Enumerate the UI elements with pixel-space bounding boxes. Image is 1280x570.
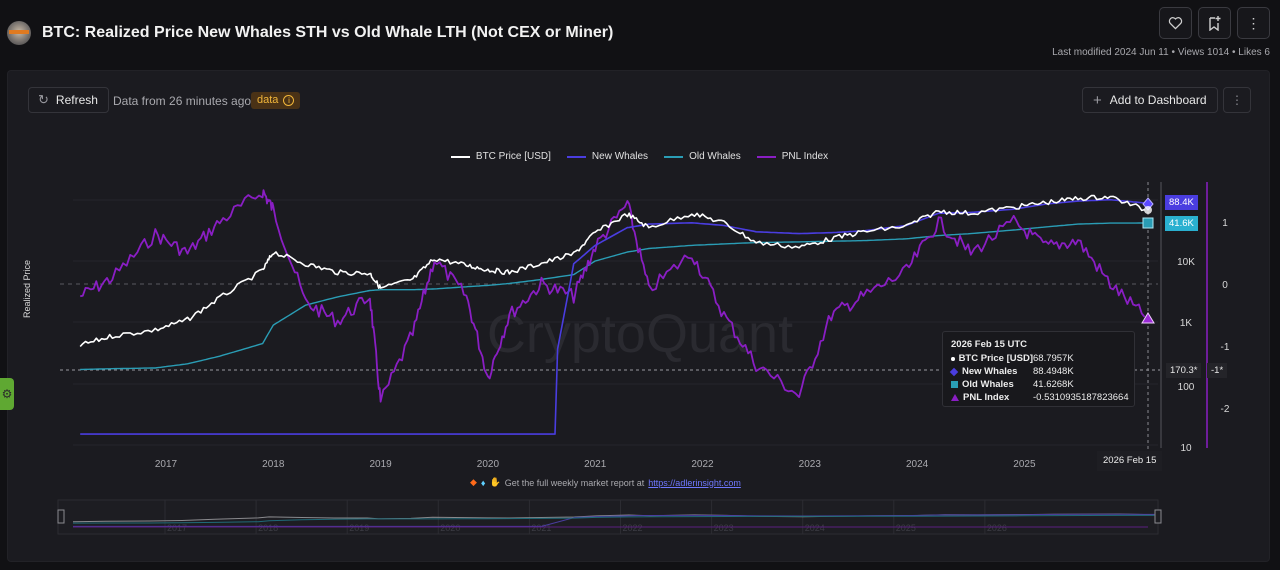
chart-panel: ↻ Refresh Data from 26 minutes ago data … [7,70,1270,562]
legend-swatch [566,155,586,158]
svg-text:2020: 2020 [440,523,460,533]
svg-text:2026: 2026 [987,523,1007,533]
legend-swatch [756,155,776,158]
crosshair-date-tag: 2026 Feb 15 [1097,451,1163,471]
legend-label: Old Whales [689,151,741,162]
svg-text:1K: 1K [1180,318,1193,329]
btc-price-usd-line [79,194,1145,348]
triangle-icon [951,394,959,401]
chart-legend: BTC Price [USD] New Whales Old Whales PN… [8,151,1271,162]
svg-text:2025: 2025 [1013,459,1036,470]
tooltip-row: BTC Price [USD] 68.7957K [951,352,1134,365]
svg-text:2017: 2017 [155,459,178,470]
svg-text:1: 1 [1222,218,1228,229]
data-badge-label: data [257,94,279,106]
svg-text:2024: 2024 [906,459,929,470]
footer-text: Get the full weekly market report at [504,477,645,488]
square-icon [951,381,958,388]
footer-link[interactable]: https://adlerinsight.com [648,477,741,488]
gem-icon: ♦ [480,477,486,488]
svg-text:10K: 10K [1177,257,1195,268]
svg-text:2017: 2017 [167,523,187,533]
svg-text:2023: 2023 [799,459,822,470]
panel-more-button[interactable]: ⋮ [1223,87,1251,113]
svg-text:2018: 2018 [262,459,285,470]
svg-text:2024: 2024 [805,523,825,533]
info-icon: i [283,95,295,106]
plus-icon: + [1093,91,1102,109]
svg-text:2022: 2022 [623,523,643,533]
range-navigator[interactable]: 2017 2018 2019 2020 2021 2022 2023 2024 2025 2026 [57,499,1162,535]
svg-text:2021: 2021 [531,523,551,533]
svg-text:-1: -1 [1221,342,1230,353]
heart-icon [1168,17,1183,30]
svg-text:2025: 2025 [896,523,916,533]
svg-text:2023: 2023 [714,523,734,533]
raised-hands-icon: ✋ [489,477,501,487]
legend-swatch [664,155,684,158]
crosshair-left-tag: 170.3* [1166,363,1202,378]
svg-text:-2: -2 [1221,404,1230,415]
bookmark-add-icon [1208,16,1220,31]
diamond-orange-icon: ◆ [470,477,477,487]
like-button[interactable] [1159,7,1192,39]
refresh-label: Refresh [55,93,98,107]
legend-item-btc-price[interactable]: BTC Price [USD] [450,151,551,162]
footer-note: ◆ ♦ ✋ Get the full weekly market report … [470,477,741,488]
add-to-dashboard-button[interactable]: + Add to Dashboard [1082,87,1218,113]
svg-text:2022: 2022 [691,459,714,470]
old-whales-marker [1142,217,1154,229]
old-whalesline [80,222,1145,371]
data-freshness: Data from 26 minutes ago [113,94,252,108]
crosshair-right-tag: -1* [1207,363,1228,378]
diamond-icon [949,367,959,376]
page-meta: Last modified 2024 Jun 11 • Views 1014 •… [1052,47,1270,58]
refresh-icon: ↻ [38,92,49,107]
navigator-right-handle[interactable] [1154,509,1162,524]
pnl-index-marker [1141,312,1155,324]
legend-label: BTC Price [USD] [475,151,551,162]
svg-text:10: 10 [1180,443,1192,454]
author-avatar[interactable] [7,21,31,45]
pnl-indexline [79,189,1146,403]
svg-text:2021: 2021 [584,459,607,470]
btc-price-marker [1144,206,1152,214]
svg-text:0: 0 [1222,280,1228,291]
new-whales-value-tag: 88.4K [1165,195,1198,210]
watermark: CryptoQuant [487,304,793,364]
svg-text:100: 100 [1178,382,1195,393]
tooltip-row: New Whales 88.4948K [949,365,1134,378]
more-vertical-icon: ⋮ [1246,15,1261,31]
legend-item-pnl-index[interactable]: PNL Index [756,151,829,162]
settings-tab[interactable]: ⚙ [0,378,14,410]
svg-text:2019: 2019 [369,459,392,470]
new-whalesline [80,198,1145,435]
more-vertical-icon: ⋮ [1231,93,1243,107]
gear-icon: ⚙ [1,387,13,401]
legend-item-old-whales[interactable]: Old Whales [664,151,741,162]
page-header: BTC: Realized Price New Whales STH vs Ol… [0,0,1280,68]
legend-item-new-whales[interactable]: New Whales [566,151,649,162]
legend-swatch [450,155,470,158]
old-whales-value-tag: 41.6K [1165,216,1198,231]
tooltip-title: 2026 Feb 15 UTC [951,339,1028,350]
tooltip-row: Old Whales 41.6268K [951,378,1134,391]
add-to-dashboard-label: Add to Dashboard [1109,93,1207,107]
more-options-button[interactable]: ⋮ [1237,7,1270,39]
refresh-button[interactable]: ↻ Refresh [28,87,109,113]
data-badge[interactable]: data i [251,92,301,109]
navigator-left-handle[interactable] [57,509,65,524]
bookmark-button[interactable] [1198,7,1231,39]
dot-icon [951,356,955,361]
svg-text:2019: 2019 [349,523,369,533]
page-title: BTC: Realized Price New Whales STH vs Ol… [42,24,614,41]
legend-label: PNL Index [781,151,829,162]
tooltip-row: PNL Index -0.5310935187823664 [951,391,1134,404]
svg-text:2018: 2018 [258,523,278,533]
chart-tooltip: 2026 Feb 15 UTC BTC Price [USD] 68.7957K … [942,331,1135,407]
svg-text:2020: 2020 [477,459,500,470]
legend-label: New Whales [591,151,649,162]
